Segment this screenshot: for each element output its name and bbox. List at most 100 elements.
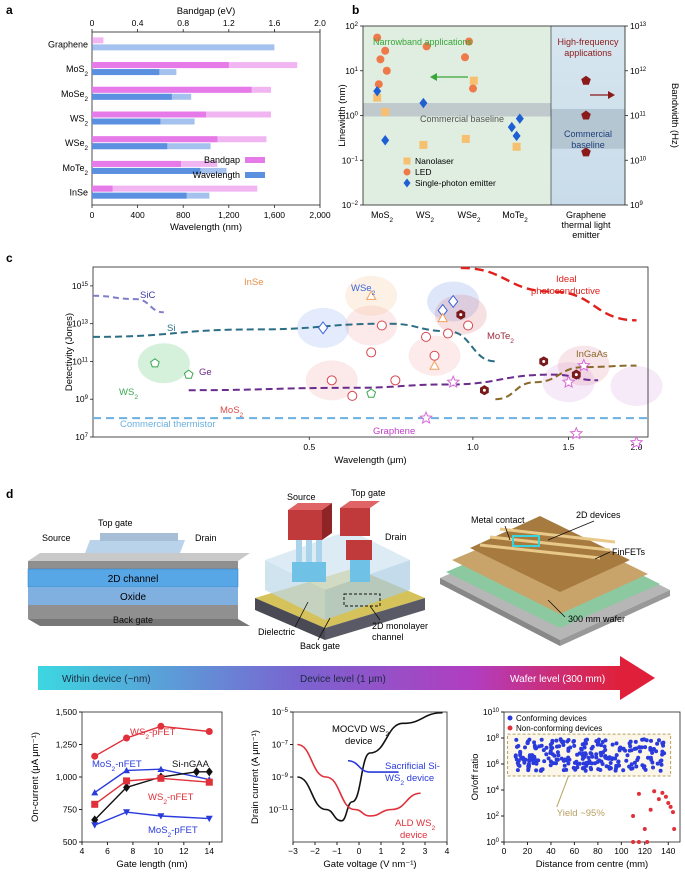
point-LED: [376, 55, 385, 64]
point-conforming: [627, 748, 632, 753]
chart-d2: −3 −2 −1 0 1 2 3 4 10−11 10−9 10−7 10−5 Gate voltage…: [250, 707, 450, 870]
tick-label-d1-x: 10: [154, 846, 164, 856]
point-conforming: [550, 746, 555, 750]
point-conforming: [572, 760, 577, 765]
panel-label-b: b: [352, 3, 359, 17]
label-d1-3: WS2-nFET: [148, 792, 194, 806]
curve-Si: [92, 322, 496, 363]
point-conforming: [575, 752, 580, 757]
point-conforming: [624, 758, 629, 763]
tick-label-d2-x: 0: [357, 846, 362, 856]
tick-label-a-bottom: 0: [90, 210, 95, 220]
label-sac-1: Sacrificial Si-: [385, 761, 440, 772]
device1-drain: Drain: [195, 533, 217, 543]
marker-dot: [542, 359, 546, 363]
point-conforming: [526, 764, 531, 769]
tick-label-d3-x: 0: [502, 846, 507, 856]
point-conforming: [561, 743, 566, 747]
point-LED: [465, 37, 473, 46]
point-conforming: [548, 751, 553, 755]
tick-label-b-right: 1011: [630, 111, 646, 121]
point-Nanolaser: [512, 142, 521, 151]
bar-bandgap-InSe: [92, 185, 258, 192]
bar-bandgap-dark-MoSe2: [92, 86, 252, 93]
panel-label-a: a: [6, 3, 13, 17]
device1-oxide: Oxide: [120, 592, 147, 603]
curve-InGaAs: [495, 364, 637, 401]
device2-drain: Drain: [385, 532, 407, 542]
point-conforming: [621, 768, 626, 773]
point-conforming: [566, 738, 571, 742]
label-graphene: Graphene: [373, 426, 415, 437]
point-conforming: [533, 758, 538, 763]
category-label: Graphene: [48, 39, 88, 49]
tick-label-b-left: 100: [345, 111, 358, 121]
axis-title-d3-x: Distance from centre (mm): [536, 859, 648, 870]
marker-Graphene: [569, 426, 584, 440]
curve-d2-1: [347, 759, 399, 773]
point-conforming: [539, 737, 544, 742]
gaa-device: Source Top gate Drain Dielectric Back ga…: [255, 488, 428, 651]
point-conforming: [527, 737, 532, 742]
category-label-b: MoS2: [371, 210, 394, 224]
point-nonconforming: [648, 807, 653, 812]
annot-commercial-r1: Commercial: [564, 129, 612, 139]
point-d1-2: [205, 767, 213, 777]
legend-wavelength: Wavelength: [193, 170, 240, 180]
point-conforming: [585, 737, 589, 742]
point-conforming: [525, 741, 530, 745]
tick-label-c-left: 107: [75, 432, 88, 442]
point-conforming: [616, 759, 621, 764]
point-conforming: [590, 744, 595, 749]
point-conforming: [617, 746, 622, 751]
point-Nanolaser: [461, 134, 470, 143]
category-label-b: MoTe2: [502, 210, 528, 224]
graphene-label-line: thermal light: [561, 220, 611, 230]
point-conforming: [635, 758, 640, 762]
point-conforming: [566, 761, 571, 766]
tick-label-d1-y: 750: [63, 805, 77, 815]
tick-label-a-top: 1.6: [268, 18, 280, 28]
tick-label-d3-y: 106: [486, 759, 499, 769]
annot-narrowband: Narrowband applications: [373, 37, 473, 47]
tick-label-d3-x: 40: [546, 846, 556, 856]
label-d1-2: Si-nGAA: [172, 759, 210, 770]
point-conforming: [564, 767, 569, 772]
panel-label-c: c: [6, 251, 13, 265]
device2-mono-2: channel: [372, 632, 404, 642]
axis-title-d1-y: On-current (μA μm⁻¹): [30, 732, 41, 822]
tick-label-d3-y: 1010: [483, 707, 500, 717]
marker-InSe: [437, 312, 449, 323]
point-d1-4: [91, 822, 99, 829]
device2-source: Source: [287, 492, 316, 502]
point-nonconforming: [666, 801, 671, 805]
point-conforming: [532, 740, 537, 745]
device2-top-gate: Top gate: [351, 488, 386, 498]
tick-label-d3-y: 102: [486, 811, 499, 821]
bar-bandgap-dark-InSe: [92, 185, 113, 192]
point-LED: [382, 66, 391, 75]
point-LED: [461, 53, 469, 62]
marker-MoS2: [366, 347, 377, 358]
point-conforming: [608, 761, 613, 765]
tick-label-a-bottom: 1,200: [218, 210, 240, 220]
point-nonconforming: [652, 789, 657, 794]
label-ideal-1: Ideal: [556, 274, 577, 285]
point-conforming: [589, 752, 594, 756]
point-conforming: [655, 761, 660, 766]
legend-bandgap: Bandgap: [204, 155, 240, 165]
tick-label-d2-y: 10−7: [272, 740, 289, 750]
annot-commercial-r2: baseline: [571, 140, 605, 150]
point-conforming: [550, 738, 555, 743]
category-label: MoTe2: [62, 163, 88, 177]
tick-label-c-bottom: 0.5: [303, 442, 315, 452]
tick-label-c-left: 1013: [72, 319, 89, 329]
point-conforming: [518, 751, 523, 755]
tick-label-d3-x: 20: [523, 846, 533, 856]
marker-MoS2: [443, 328, 454, 339]
point-nonconforming: [631, 840, 636, 844]
label-MoS2: MoS2: [220, 405, 244, 419]
tick-label-d1-x: 14: [205, 846, 215, 856]
tick-label-b-right: 1012: [630, 66, 647, 76]
